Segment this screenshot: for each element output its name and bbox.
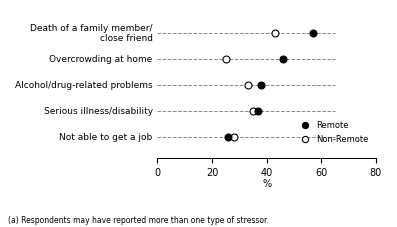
X-axis label: %: % — [262, 179, 271, 189]
Legend: Remote, Non-Remote: Remote, Non-Remote — [293, 118, 372, 147]
Text: (a) Respondents may have reported more than one type of stressor.: (a) Respondents may have reported more t… — [8, 216, 269, 225]
